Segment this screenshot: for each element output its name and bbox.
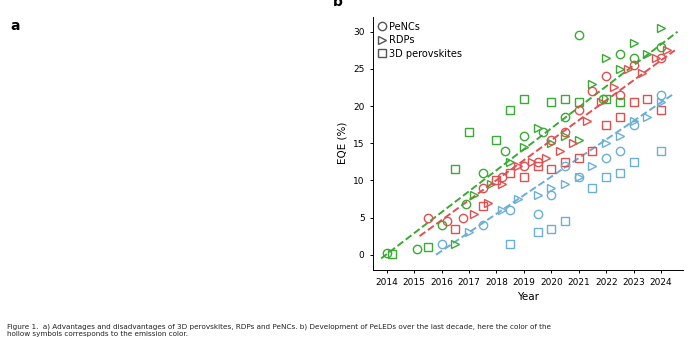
Y-axis label: EQE (%): EQE (%) [337,122,348,164]
Legend: PeNCs, RDPs, 3D perovskites: PeNCs, RDPs, 3D perovskites [378,22,462,59]
Text: b: b [332,0,342,9]
Text: Figure 1.  a) Advantages and disadvantages of 3D perovskites, RDPs and PeNCs. b): Figure 1. a) Advantages and disadvantage… [7,324,551,330]
Text: a: a [10,19,20,33]
X-axis label: Year: Year [517,293,539,303]
Text: hollow symbols corresponds to the emission color.: hollow symbols corresponds to the emissi… [7,331,188,337]
